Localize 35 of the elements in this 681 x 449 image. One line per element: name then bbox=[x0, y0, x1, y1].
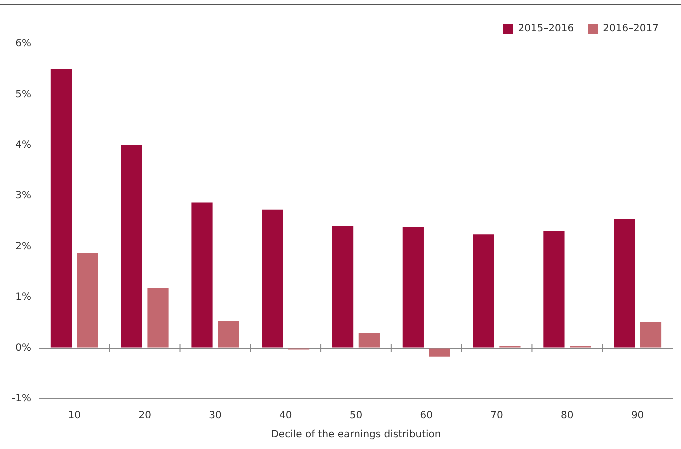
bar bbox=[358, 333, 380, 348]
bar bbox=[121, 145, 142, 348]
y-tick-label: 5% bbox=[16, 89, 32, 100]
bar bbox=[192, 202, 213, 348]
bar bbox=[640, 322, 662, 348]
bar bbox=[614, 219, 636, 348]
y-tick-label: 1% bbox=[16, 292, 32, 304]
x-axis-title: Decile of the earnings distribution bbox=[271, 430, 442, 441]
x-tick-label: 70 bbox=[490, 410, 504, 422]
x-tick-label: 10 bbox=[68, 410, 82, 422]
x-tick-label: 20 bbox=[138, 410, 152, 422]
bar bbox=[429, 348, 450, 357]
bar bbox=[262, 210, 284, 348]
y-tick-label: 3% bbox=[16, 190, 32, 202]
y-tick-label: -1% bbox=[12, 394, 32, 405]
x-tick-label: 80 bbox=[561, 410, 574, 422]
x-tick-label: 60 bbox=[420, 410, 433, 422]
legend-label: 2016–2017 bbox=[603, 24, 660, 35]
legend-label: 2015–2016 bbox=[518, 24, 574, 35]
bar bbox=[473, 234, 494, 348]
y-tick-label: 2% bbox=[16, 241, 32, 252]
bar bbox=[77, 252, 98, 348]
bar bbox=[544, 231, 565, 348]
bar bbox=[332, 226, 354, 348]
bar bbox=[148, 288, 169, 348]
x-tick-label: 40 bbox=[279, 410, 292, 422]
y-tick-label: 0% bbox=[16, 342, 32, 354]
y-tick-label: 4% bbox=[16, 140, 32, 152]
y-tick-label: 6% bbox=[16, 38, 32, 50]
bar bbox=[50, 69, 72, 348]
x-tick-label: 30 bbox=[209, 410, 222, 422]
bar bbox=[402, 227, 424, 348]
bar bbox=[218, 321, 240, 348]
x-tick-label: 50 bbox=[350, 410, 363, 422]
x-tick-label: 90 bbox=[631, 410, 644, 422]
